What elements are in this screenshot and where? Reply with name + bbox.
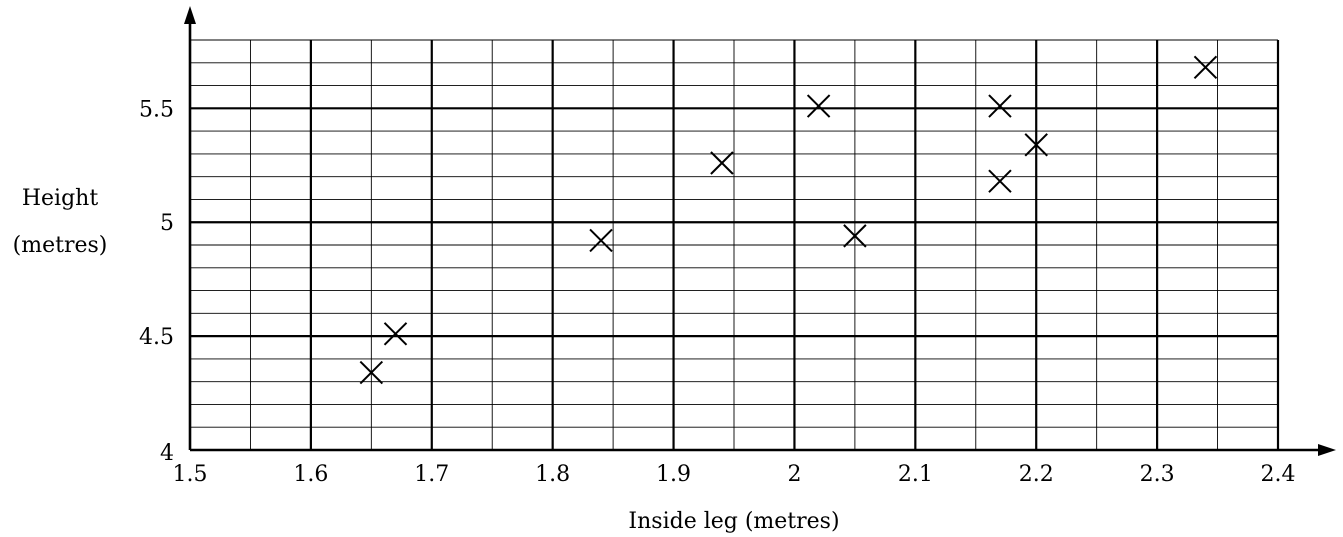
y-tick-label: 5.5 bbox=[139, 97, 174, 122]
marker-stroke bbox=[1193, 55, 1218, 80]
marker-stroke bbox=[1024, 133, 1048, 157]
axes bbox=[184, 6, 1336, 456]
marker-stroke bbox=[710, 151, 734, 175]
data-point-marker bbox=[843, 224, 867, 248]
x-axis-arrowhead bbox=[1318, 444, 1336, 456]
x-tick-label: 1.8 bbox=[535, 462, 570, 487]
y-tick-label: 4.5 bbox=[139, 325, 174, 350]
x-tick-label: 1.9 bbox=[656, 462, 691, 487]
x-tick-label: 1.5 bbox=[173, 462, 208, 487]
x-tick-label: 2 bbox=[787, 462, 801, 487]
x-tick-label: 2.2 bbox=[1019, 462, 1054, 487]
data-points bbox=[359, 55, 1218, 385]
data-point-marker bbox=[806, 94, 831, 118]
y-tick-labels: 4 4.5 5 5.5 bbox=[139, 97, 174, 466]
data-point-marker bbox=[1024, 133, 1048, 157]
marker-stroke bbox=[806, 94, 831, 118]
data-point-marker bbox=[383, 322, 408, 346]
x-tick-labels: 1.5 1.6 1.7 1.8 1.9 2 2.1 2.2 2.3 2.4 bbox=[173, 462, 1296, 487]
marker-stroke bbox=[843, 224, 867, 248]
x-tick-label: 1.6 bbox=[293, 462, 328, 487]
minor-gridlines bbox=[190, 39, 1279, 450]
y-tick-label: 4 bbox=[160, 441, 174, 466]
major-gridlines bbox=[190, 40, 1280, 450]
y-axis-arrowhead bbox=[184, 6, 196, 24]
x-tick-label: 2.3 bbox=[1140, 462, 1175, 487]
marker-stroke bbox=[589, 228, 613, 253]
marker-stroke bbox=[359, 360, 384, 385]
x-tick-label: 2.1 bbox=[898, 462, 933, 487]
data-point-marker bbox=[710, 151, 734, 175]
x-axis-title: Inside leg (metres) bbox=[628, 509, 839, 534]
data-point-marker bbox=[589, 228, 613, 253]
marker-stroke bbox=[988, 94, 1012, 118]
marker-stroke bbox=[383, 322, 408, 346]
data-point-marker bbox=[988, 169, 1012, 193]
y-axis-title-line-2: (metres) bbox=[13, 233, 108, 258]
data-point-marker bbox=[988, 94, 1012, 118]
marker-stroke bbox=[988, 169, 1012, 193]
y-tick-label: 5 bbox=[160, 211, 174, 236]
x-tick-label: 2.4 bbox=[1261, 462, 1296, 487]
x-tick-label: 1.7 bbox=[414, 462, 449, 487]
data-point-marker bbox=[1193, 55, 1218, 80]
y-axis-title-line-1: Height bbox=[22, 186, 98, 211]
data-point-marker bbox=[359, 360, 384, 385]
